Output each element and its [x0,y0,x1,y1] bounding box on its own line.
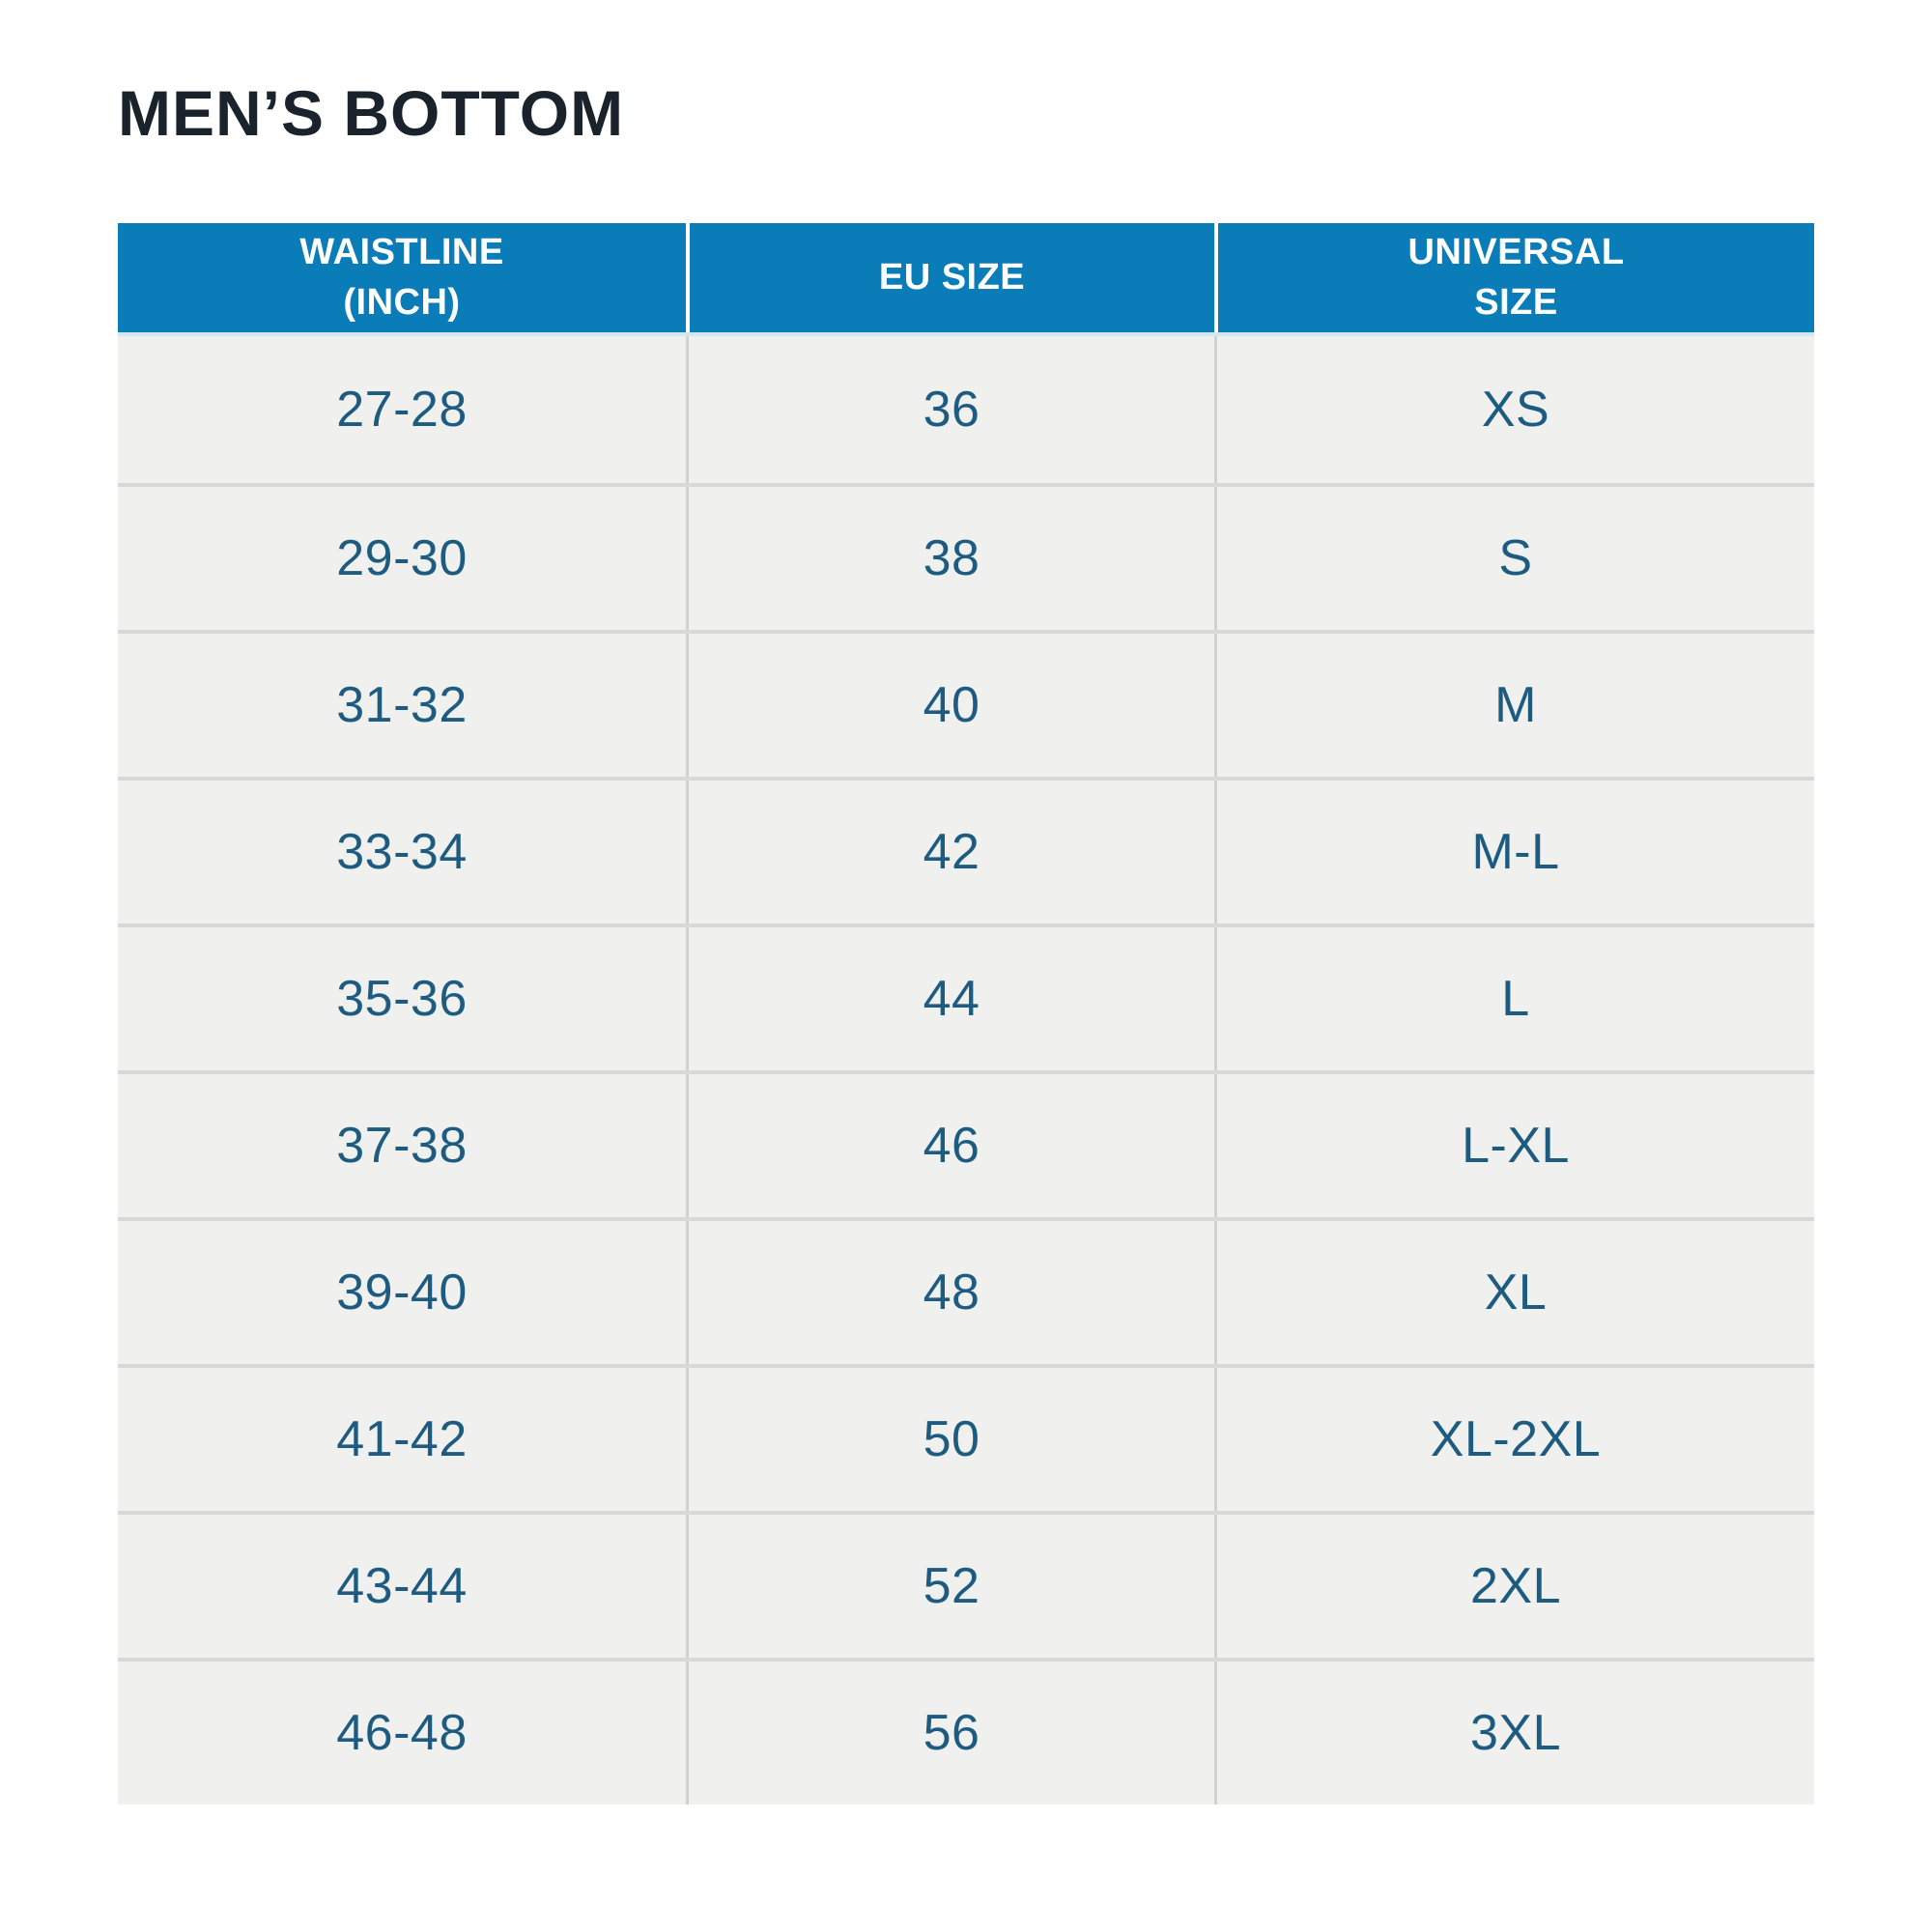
cell-waistline: 41-42 [336,1411,468,1467]
table-row: 39-40 48 XL [118,1217,1814,1364]
cell-eu-size: 38 [686,487,1214,630]
table-row: 33-34 42 M-L [118,777,1814,923]
cell-universal-size: XL [1214,1221,1814,1364]
cell-waistline: 33-34 [336,824,468,880]
table-row: 27-28 36 XS [118,336,1814,483]
cell-universal-size: XS [1214,336,1814,483]
cell-eu-size: 56 [686,1662,1214,1804]
cell-waistline: 31-32 [336,677,468,733]
cell-waistline: 46-48 [336,1705,468,1761]
cell-eu-size: 42 [686,781,1214,923]
table-row: 31-32 40 M [118,630,1814,777]
cell-waistline: 39-40 [336,1264,468,1321]
cell-eu-size: 48 [686,1221,1214,1364]
cell-eu-size: 50 [686,1368,1214,1511]
table-row: 37-38 46 L-XL [118,1070,1814,1217]
cell-waistline: 35-36 [336,971,468,1027]
cell-eu-size: 46 [686,1074,1214,1217]
cell-eu-size: 40 [686,634,1214,777]
cell-waistline: 27-28 [336,382,468,438]
col-header-eu-size: EU SIZE [686,223,1214,332]
cell-waistline: 29-30 [336,530,468,586]
cell-waistline: 37-38 [336,1118,468,1174]
col-header-waistline: WAISTLINE (INCH) [299,232,504,323]
cell-universal-size: 3XL [1214,1662,1814,1804]
table-row: 43-44 52 2XL [118,1511,1814,1658]
col-header-universal-size: UNIVERSAL SIZE [1214,223,1814,332]
cell-universal-size: 2XL [1214,1515,1814,1658]
cell-universal-size: L-XL [1214,1074,1814,1217]
table-body: 27-28 36 XS 29-30 38 S 31-32 40 M 33-34 … [118,336,1814,1804]
cell-universal-size: XL-2XL [1214,1368,1814,1511]
table-row: 46-48 56 3XL [118,1658,1814,1804]
table-row: 29-30 38 S [118,483,1814,630]
table-header-row: WAISTLINE (INCH) EU SIZE UNIVERSAL SIZE [118,223,1814,336]
size-table: WAISTLINE (INCH) EU SIZE UNIVERSAL SIZE … [118,223,1814,1804]
cell-universal-size: S [1214,487,1814,630]
cell-eu-size: 36 [686,336,1214,483]
cell-waistline: 43-44 [336,1558,468,1614]
table-row: 35-36 44 L [118,923,1814,1070]
page-title: MEN’S BOTTOM [118,77,625,149]
table-row: 41-42 50 XL-2XL [118,1364,1814,1511]
cell-eu-size: 44 [686,927,1214,1070]
cell-eu-size: 52 [686,1515,1214,1658]
cell-universal-size: M [1214,634,1814,777]
cell-universal-size: L [1214,927,1814,1070]
cell-universal-size: M-L [1214,781,1814,923]
